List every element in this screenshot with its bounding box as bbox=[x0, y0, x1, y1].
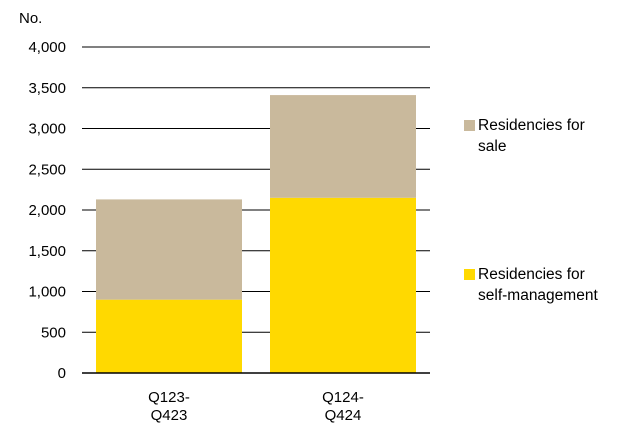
legend-swatch bbox=[464, 120, 475, 131]
legend-label: Residencies for self-management bbox=[478, 266, 598, 304]
bar-sale bbox=[96, 199, 242, 300]
y-tick-label: 3,000 bbox=[28, 121, 66, 138]
y-axis-title: No. bbox=[19, 10, 42, 27]
y-tick-label: 1,000 bbox=[28, 284, 66, 301]
legend-swatch bbox=[464, 269, 475, 280]
y-tick-label: 2,000 bbox=[28, 202, 66, 219]
bar-sale bbox=[270, 95, 416, 198]
y-tick-label: 3,500 bbox=[28, 80, 66, 97]
x-tick-label: Q123-Q423 bbox=[148, 389, 190, 423]
y-tick-label: 1,500 bbox=[28, 243, 66, 260]
legend-label: Residencies for sale bbox=[478, 117, 585, 155]
axes: 0 500 1,000 1,500 2,000 2,500 3,000 3,500 4,000 Q… bbox=[28, 39, 430, 423]
bar-self-management bbox=[270, 197, 416, 373]
bars bbox=[96, 95, 416, 373]
y-tick-label: 500 bbox=[41, 324, 66, 341]
y-tick-label: 2,500 bbox=[28, 161, 66, 178]
y-tick-label: 0 bbox=[58, 365, 66, 382]
x-tick-label: Q124-Q424 bbox=[322, 389, 364, 423]
legend: Residencies for self-management Residencie… bbox=[464, 117, 598, 304]
bar-self-management bbox=[96, 299, 242, 373]
y-tick-label: 4,000 bbox=[28, 39, 66, 56]
